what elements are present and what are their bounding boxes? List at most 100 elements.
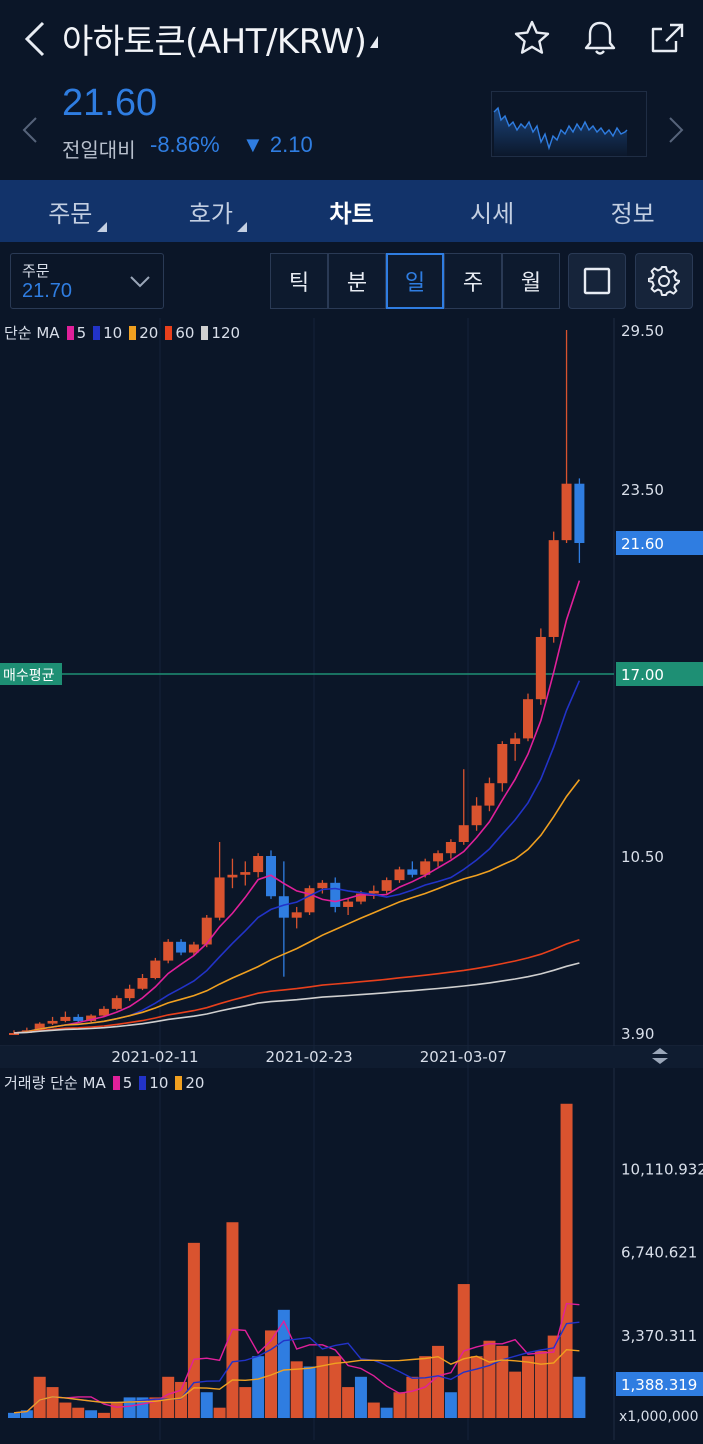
tab-0[interactable]: 주문 <box>0 180 141 242</box>
candle-body <box>381 880 392 891</box>
current-price: 21.60 <box>62 82 158 124</box>
settings-button[interactable] <box>635 253 693 309</box>
ma-period-label: 10 <box>149 1073 169 1092</box>
candle-body <box>304 888 315 913</box>
volume-bar <box>85 1410 98 1418</box>
prev-asset-button[interactable] <box>18 110 48 150</box>
current-price-tag-text: 21.60 <box>621 535 664 553</box>
tab-menu-indicator-icon <box>237 222 248 232</box>
tab-3[interactable]: 시세 <box>422 180 563 242</box>
volume-bar <box>252 1356 265 1418</box>
change-label: 전일대비 <box>62 138 136 162</box>
period-button-0[interactable]: 틱 <box>270 253 328 309</box>
chevron-right-icon <box>669 117 684 143</box>
volume-bar <box>354 1376 367 1418</box>
title-dropdown-icon[interactable] <box>370 36 378 48</box>
panel-resize-icon <box>652 1048 668 1064</box>
volume-bar <box>290 1361 303 1418</box>
price-summary: 21.60 전일대비 -8.86% ▼ 2.10 <box>0 80 703 180</box>
tab-2[interactable]: 차트 <box>281 180 422 242</box>
price-axis-label: 3.90 <box>621 1025 654 1043</box>
price-axis-label: 29.50 <box>621 322 664 340</box>
candle-body <box>278 896 289 918</box>
fullscreen-button[interactable] <box>568 253 626 309</box>
volume-bar <box>316 1356 329 1418</box>
volume-bar <box>342 1387 355 1418</box>
candle-body <box>137 978 148 989</box>
chevron-left-icon <box>22 117 37 143</box>
candle-body <box>433 853 444 862</box>
volume-ma-line <box>13 1302 580 1414</box>
candle-body <box>574 483 585 543</box>
period-button-4[interactable]: 월 <box>502 253 560 309</box>
candle-body <box>214 877 225 918</box>
tab-4[interactable]: 정보 <box>562 180 703 242</box>
volume-bar <box>8 1412 20 1418</box>
chart-area[interactable]: 29.50 23.50 10.50 3.90 매수평균 17.00 21.60 2021-02… <box>0 318 703 1440</box>
candle-body <box>407 869 418 875</box>
asset-title[interactable]: 아하토큰(AHT/KRW) <box>62 22 367 62</box>
volume-bar <box>303 1366 316 1418</box>
alert-button[interactable] <box>578 16 622 60</box>
price-ma-line <box>13 962 580 1034</box>
volume-bar <box>470 1356 483 1418</box>
volume-bar <box>123 1397 136 1418</box>
back-button[interactable] <box>14 14 54 64</box>
period-button-2[interactable]: 일 <box>386 253 444 309</box>
candle-body <box>548 540 559 637</box>
candle-body <box>368 890 379 894</box>
tab-label: 호가 <box>188 199 233 228</box>
candle-body <box>291 912 302 918</box>
candle-body <box>111 998 122 1009</box>
candle-body <box>124 988 135 999</box>
order-price-select[interactable]: 주문 21.70 <box>10 253 164 309</box>
volume-bar <box>162 1376 175 1418</box>
volume-bar <box>329 1356 342 1418</box>
volume-bar <box>72 1407 85 1418</box>
average-price-tag-text: 17.00 <box>621 666 664 684</box>
price-ma-line <box>13 680 581 1034</box>
price-volume-chart[interactable]: 29.50 23.50 10.50 3.90 매수평균 17.00 21.60 2021-02… <box>0 318 703 1440</box>
star-icon <box>514 20 550 54</box>
tab-label: 주문 <box>48 199 93 228</box>
favorite-button[interactable] <box>510 16 554 60</box>
volume-bar <box>432 1345 445 1418</box>
candle-body <box>497 744 508 784</box>
ma-swatch <box>93 325 101 340</box>
ma-period-label: 10 <box>103 323 123 342</box>
change-amount: ▼ 2.10 <box>242 132 313 157</box>
ma-period-label: 5 <box>122 1073 133 1092</box>
next-asset-button[interactable] <box>664 110 694 150</box>
tab-label: 차트 <box>329 199 374 228</box>
current-volume-tag <box>616 1372 703 1396</box>
tab-1[interactable]: 호가 <box>141 180 282 242</box>
tab-label: 정보 <box>610 199 655 228</box>
ma-swatch <box>66 325 74 340</box>
candle-body <box>330 882 341 907</box>
candle-body <box>523 699 533 739</box>
period-button-3[interactable]: 주 <box>444 253 502 309</box>
candle-body <box>561 483 572 541</box>
period-button-1[interactable]: 분 <box>328 253 386 309</box>
volume-bar <box>265 1330 277 1418</box>
candle-body <box>471 805 482 826</box>
price-ma-legend: 단순 MA 5 10 20 60 120 <box>4 322 240 343</box>
candle-body <box>163 941 174 961</box>
candle-body <box>201 917 212 945</box>
candle-body <box>343 901 354 907</box>
date-axis-label: 2021-02-23 <box>266 1048 353 1066</box>
price-ma-line <box>13 938 580 1034</box>
volume-bar <box>367 1402 380 1418</box>
average-price-tag <box>616 662 703 686</box>
candle-body <box>73 1016 84 1021</box>
volume-unit-label: x1,000,000 <box>619 1409 699 1425</box>
candle-body <box>240 872 251 875</box>
volume-axis-label: 6,740.621 <box>621 1244 697 1262</box>
volume-axis-label: 3,370.311 <box>621 1327 697 1345</box>
candle-body <box>9 1033 19 1035</box>
volume-bar <box>175 1381 188 1418</box>
ma-swatch <box>201 325 209 340</box>
candle-body <box>86 1015 97 1021</box>
volume-bar <box>534 1351 547 1418</box>
share-button[interactable] <box>645 16 689 60</box>
